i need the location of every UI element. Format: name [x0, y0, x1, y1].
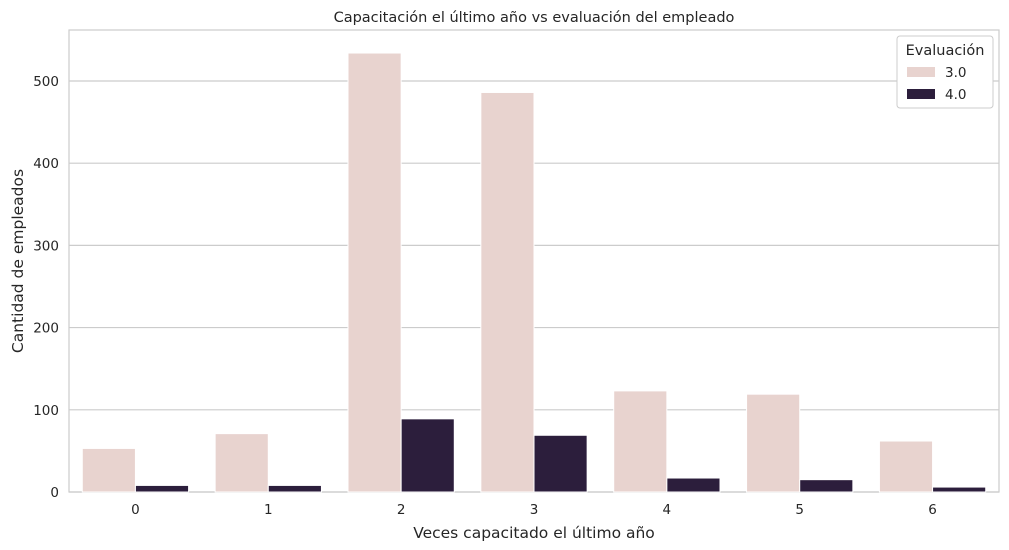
y-tick-label: 100 [33, 403, 59, 419]
x-axis-label: Veces capacitado el último año [413, 524, 655, 542]
bar-series-4-0-cat-4 [666, 477, 721, 493]
bar-series-4-0-cat-2 [400, 418, 455, 493]
y-tick-label: 500 [33, 74, 59, 90]
bar-series-3-0-cat-3 [480, 91, 535, 493]
bar-series-3-0-cat-5 [746, 393, 801, 493]
legend: Evaluación 3.0 4.0 [896, 35, 994, 109]
y-tick-labels: 0 100 200 300 400 500 [33, 74, 59, 501]
bar-series-4-0-cat-1 [267, 484, 322, 493]
x-tick-label: 3 [530, 502, 539, 518]
legend-label: 3.0 [945, 65, 966, 81]
bar-series-3-0-cat-1 [214, 433, 269, 493]
bars [81, 52, 987, 493]
y-tick-label: 0 [50, 485, 59, 501]
x-tick-label: 2 [397, 502, 406, 518]
bar-series-3-0-cat-6 [878, 440, 934, 493]
x-tick-labels: 0 1 2 3 4 5 6 [131, 502, 937, 518]
x-tick-label: 5 [795, 502, 804, 518]
legend-swatch [907, 67, 935, 77]
legend-label: 4.0 [945, 87, 966, 103]
x-tick-label: 1 [264, 502, 273, 518]
bar-series-4-0-cat-3 [533, 434, 588, 493]
legend-swatch [907, 89, 935, 99]
bar-series-4-0-cat-5 [799, 479, 854, 493]
x-tick-label: 4 [663, 502, 672, 518]
y-tick-label: 400 [33, 156, 59, 172]
bar-series-3-0-cat-0 [81, 447, 136, 493]
x-tick-label: 6 [928, 502, 937, 518]
bar-series-3-0-cat-2 [347, 52, 402, 493]
bar-series-4-0-cat-0 [134, 484, 190, 493]
bar-series-4-0-cat-6 [932, 486, 987, 493]
chart-title: Capacitación el último año vs evaluación… [334, 10, 735, 26]
y-tick-label: 200 [33, 321, 59, 337]
y-tick-label: 300 [33, 238, 59, 254]
bar-series-3-0-cat-4 [613, 390, 668, 493]
x-tick-label: 0 [131, 502, 140, 518]
legend-title: Evaluación [906, 43, 985, 59]
y-axis-label: Cantidad de empleados [9, 169, 27, 353]
